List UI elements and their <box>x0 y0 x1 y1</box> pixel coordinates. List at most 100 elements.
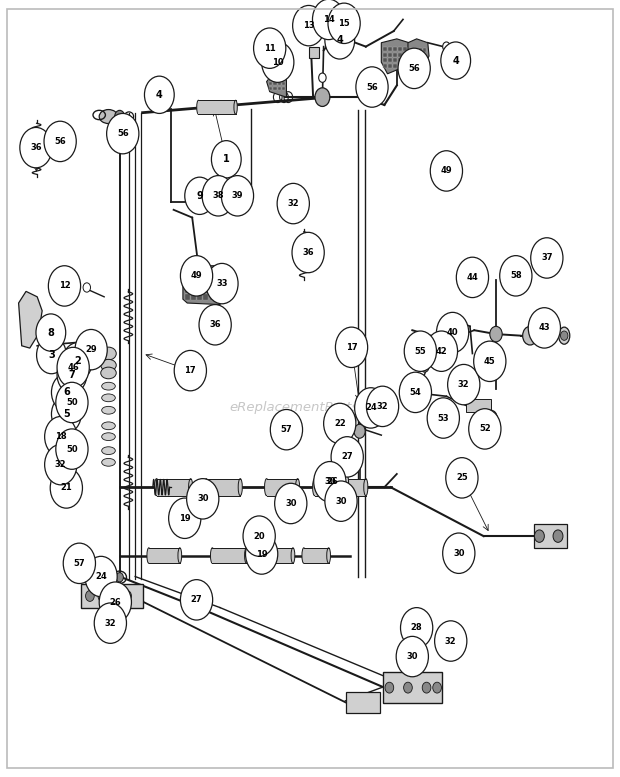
Text: 21: 21 <box>61 483 72 493</box>
Circle shape <box>63 543 95 584</box>
Ellipse shape <box>188 479 193 496</box>
Text: 54: 54 <box>410 388 421 397</box>
Text: 56: 56 <box>117 129 128 138</box>
Text: 30: 30 <box>453 549 464 558</box>
Circle shape <box>446 458 478 498</box>
Text: 29: 29 <box>86 345 97 354</box>
Text: 17: 17 <box>185 366 196 375</box>
Bar <box>278 78 281 81</box>
Bar <box>265 548 293 563</box>
Circle shape <box>356 67 388 107</box>
Bar <box>269 87 272 90</box>
Circle shape <box>490 326 502 342</box>
Circle shape <box>448 364 480 405</box>
Bar <box>393 53 397 57</box>
Bar <box>210 287 215 293</box>
Circle shape <box>373 397 384 411</box>
Circle shape <box>180 256 213 296</box>
Circle shape <box>331 437 363 477</box>
Text: 12: 12 <box>59 281 70 291</box>
Text: 18: 18 <box>55 432 66 441</box>
Ellipse shape <box>291 548 295 563</box>
Ellipse shape <box>244 548 248 563</box>
Text: 30: 30 <box>407 652 418 661</box>
Bar <box>418 59 422 63</box>
Bar <box>315 479 343 496</box>
Circle shape <box>385 682 394 693</box>
Circle shape <box>221 176 254 216</box>
Circle shape <box>404 331 436 371</box>
Text: 45: 45 <box>484 357 495 366</box>
Ellipse shape <box>102 433 115 441</box>
Text: 56: 56 <box>366 82 378 92</box>
Circle shape <box>314 462 346 502</box>
Circle shape <box>57 347 89 388</box>
Text: 2: 2 <box>74 357 81 366</box>
Text: 52: 52 <box>479 424 490 434</box>
Bar <box>398 64 402 68</box>
Circle shape <box>45 444 77 485</box>
Ellipse shape <box>100 347 117 360</box>
Bar <box>398 47 402 51</box>
Ellipse shape <box>327 548 330 563</box>
Circle shape <box>325 22 355 59</box>
Bar <box>403 64 407 68</box>
Text: 36: 36 <box>303 248 314 257</box>
Circle shape <box>425 331 458 371</box>
Bar <box>388 47 392 51</box>
Polygon shape <box>381 39 412 74</box>
Circle shape <box>312 0 345 40</box>
Circle shape <box>456 257 489 298</box>
Ellipse shape <box>147 548 151 563</box>
Circle shape <box>262 42 294 82</box>
Circle shape <box>270 409 303 450</box>
Circle shape <box>107 113 139 154</box>
Text: 50: 50 <box>66 444 78 454</box>
Bar <box>414 64 417 68</box>
Text: 30: 30 <box>285 499 296 508</box>
Ellipse shape <box>100 368 117 378</box>
Ellipse shape <box>364 479 368 496</box>
Text: 36: 36 <box>210 320 221 329</box>
Bar <box>383 64 387 68</box>
Bar <box>398 58 402 62</box>
Text: 19: 19 <box>256 549 267 559</box>
Bar <box>388 58 392 62</box>
Text: 20: 20 <box>254 531 265 541</box>
Circle shape <box>98 591 107 601</box>
Bar <box>267 479 298 496</box>
Bar <box>418 54 422 57</box>
Circle shape <box>433 682 441 693</box>
Text: 55: 55 <box>415 347 426 356</box>
Circle shape <box>123 591 131 601</box>
Bar <box>393 58 397 62</box>
Text: 42: 42 <box>436 347 447 356</box>
Circle shape <box>531 238 563 278</box>
Bar <box>197 294 202 300</box>
Text: eReplacementParts.com: eReplacementParts.com <box>229 402 391 414</box>
Bar <box>191 294 196 300</box>
Text: 17: 17 <box>346 343 357 352</box>
Bar <box>282 87 285 90</box>
Circle shape <box>534 530 544 542</box>
Bar <box>423 59 426 63</box>
Bar <box>269 82 272 85</box>
Text: 27: 27 <box>191 595 202 605</box>
Text: 46: 46 <box>68 363 79 372</box>
Ellipse shape <box>559 327 570 344</box>
Text: 9: 9 <box>197 191 203 200</box>
Bar <box>398 53 402 57</box>
Bar <box>414 48 417 52</box>
Bar <box>418 48 422 52</box>
Circle shape <box>45 416 77 457</box>
Ellipse shape <box>234 100 237 114</box>
Circle shape <box>116 573 123 582</box>
Text: 6: 6 <box>63 388 69 397</box>
Circle shape <box>500 256 532 296</box>
Ellipse shape <box>204 479 208 496</box>
Text: 10: 10 <box>272 57 283 67</box>
Circle shape <box>189 188 202 204</box>
Bar <box>423 48 426 52</box>
Circle shape <box>335 327 368 368</box>
Text: 38: 38 <box>213 191 224 200</box>
